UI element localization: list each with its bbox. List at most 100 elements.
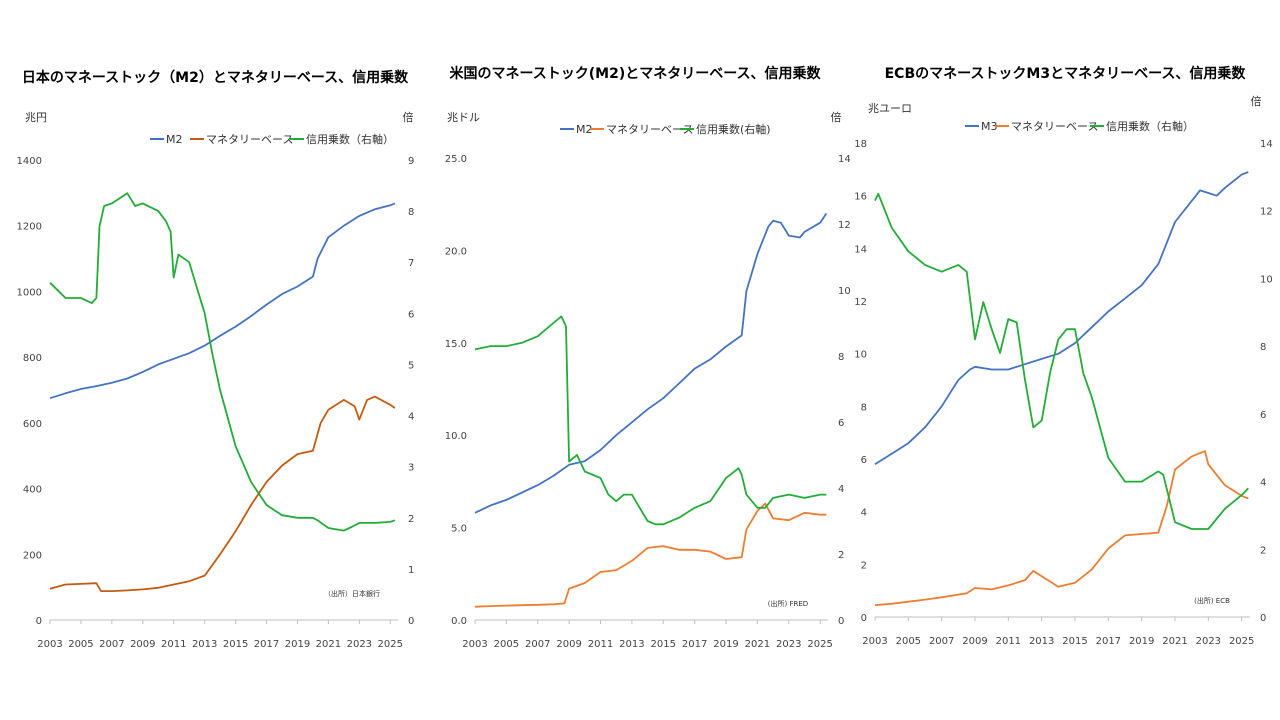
left-tick-label: 0 [861,613,867,624]
left-tick-label: 6 [861,455,867,466]
left-tick-label: 5.0 [451,524,467,535]
x-tick-label: 2003 [462,639,487,650]
left-tick-label: 400 [23,485,42,496]
right-tick-label: 10 [838,286,851,297]
chart-title: 米国のマネーストック(M2)とマネタリーベース、信用乗数 [449,65,821,82]
x-tick-label: 2019 [285,639,310,650]
left-tick-label: 0.0 [451,616,467,627]
x-tick-label: 2015 [1062,636,1087,647]
right-tick-label: 14 [838,154,851,165]
right-tick-label: 8 [838,352,844,363]
x-tick-label: 2015 [651,639,676,650]
x-tick-label: 2005 [494,639,519,650]
left-tick-label: 10 [854,350,867,361]
x-tick-label: 2023 [1196,636,1221,647]
chart-title: 日本のマネーストック（M2）とマネタリーベース、信用乗数 [22,69,409,86]
right-tick-label: 8 [408,207,414,218]
right-tick-label: 2 [408,514,414,525]
x-tick-label: 2013 [1029,636,1054,647]
legend-label: M3 [981,120,998,133]
x-tick-label: 2025 [1229,636,1254,647]
left-tick-label: 1400 [17,156,42,167]
x-tick-label: 2003 [862,636,887,647]
left-tick-label: 800 [23,353,42,364]
legend-label: 信用乗数（右軸） [306,132,394,146]
x-tick-label: 2021 [316,639,341,650]
left-tick-label: 600 [23,419,42,430]
right-tick-label: 7 [408,258,414,269]
right-tick-label: 6 [408,309,414,320]
legend-label: M2 [166,133,183,146]
x-tick-label: 2009 [962,636,987,647]
series-line-3 [49,192,396,532]
x-tick-label: 2007 [525,639,550,650]
x-tick-label: 2007 [929,636,954,647]
left-tick-label: 2 [861,560,867,571]
left-tick-label: 15.0 [445,339,467,350]
x-tick-label: 2017 [254,639,279,650]
right-tick-label: 2 [1260,545,1266,556]
left-axis-unit: 兆ユーロ [868,102,912,115]
legend-label: 信用乗数（右軸） [1106,119,1194,133]
x-tick-label: 2011 [161,639,186,650]
right-tick-label: 1 [408,565,414,576]
series-line-2 [49,395,396,592]
right-axis-unit: 倍 [403,110,414,124]
right-tick-label: 8 [1260,342,1266,353]
series-line-2 [474,502,827,608]
left-tick-label: 12 [854,297,867,308]
x-tick-label: 2005 [68,639,93,650]
series-line-1 [474,212,828,514]
left-tick-label: 1200 [17,222,42,233]
x-tick-label: 2015 [223,639,248,650]
right-tick-label: 4 [1260,478,1266,489]
right-tick-label: 5 [408,360,414,371]
left-tick-label: 25.0 [445,154,467,165]
left-tick-label: 1000 [17,287,42,298]
left-tick-label: 18 [854,139,867,150]
left-tick-label: 10.0 [445,431,467,442]
right-tick-label: 0 [838,616,844,627]
right-axis-unit: 倍 [1251,94,1262,108]
x-tick-label: 2011 [996,636,1021,647]
right-tick-label: 2 [838,550,844,561]
x-tick-label: 2013 [192,639,217,650]
x-tick-label: 2019 [713,639,738,650]
legend-label: マネタリーベース [606,123,693,136]
right-tick-label: 9 [408,156,414,167]
legend-label: マネタリーベース [206,133,293,146]
x-tick-label: 2009 [130,639,155,650]
left-tick-label: 0 [36,616,42,627]
x-tick-label: 2021 [1162,636,1187,647]
x-tick-label: 2013 [619,639,644,650]
x-tick-label: 2025 [378,639,403,650]
right-tick-label: 3 [408,463,414,474]
x-tick-label: 2025 [807,639,832,650]
x-tick-label: 2003 [37,639,62,650]
x-tick-label: 2023 [347,639,372,650]
source-note: (出所) FRED [768,599,808,608]
source-note: （出所）日本銀行 [324,589,380,598]
left-tick-label: 14 [854,244,867,255]
series-line-1 [49,202,396,400]
x-tick-label: 2017 [682,639,707,650]
right-tick-label: 4 [838,484,844,495]
series-line-3 [474,315,827,526]
left-tick-label: 20.0 [445,246,467,257]
left-tick-label: 8 [861,402,867,413]
right-tick-label: 10 [1260,274,1273,285]
left-axis-unit: 兆円 [25,111,47,124]
series-line-1 [874,171,1249,466]
x-tick-label: 2005 [896,636,921,647]
x-tick-label: 2023 [776,639,801,650]
right-tick-label: 12 [838,220,851,231]
legend-label: 信用乗数(右軸) [696,122,771,136]
right-tick-label: 4 [408,412,414,423]
x-tick-label: 2007 [99,639,124,650]
right-tick-label: 0 [1260,613,1266,624]
series-line-2 [874,450,1249,606]
legend-label: M2 [576,123,593,136]
